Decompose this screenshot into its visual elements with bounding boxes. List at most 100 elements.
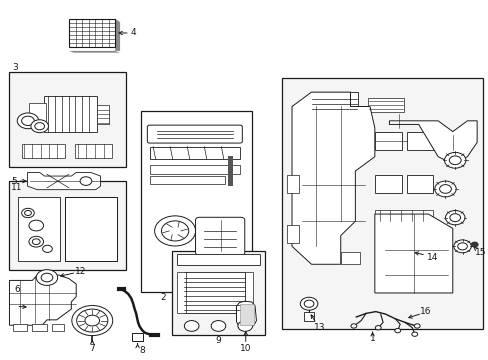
Polygon shape <box>69 51 120 53</box>
Text: 16: 16 <box>419 307 430 316</box>
Polygon shape <box>374 214 452 293</box>
Bar <box>149 165 240 174</box>
Bar <box>374 211 432 221</box>
Circle shape <box>161 221 188 241</box>
Circle shape <box>32 239 40 244</box>
Text: 8: 8 <box>139 346 144 355</box>
Bar <box>227 156 232 186</box>
Circle shape <box>470 242 477 247</box>
Circle shape <box>238 320 252 331</box>
Circle shape <box>41 273 53 282</box>
Polygon shape <box>115 19 120 51</box>
Circle shape <box>85 315 100 326</box>
Circle shape <box>35 123 44 130</box>
Text: 7: 7 <box>89 344 95 353</box>
Circle shape <box>453 240 470 253</box>
Circle shape <box>72 306 113 336</box>
Circle shape <box>449 214 460 222</box>
Circle shape <box>375 325 380 330</box>
Bar <box>75 144 112 158</box>
Circle shape <box>31 120 48 133</box>
Text: 5: 5 <box>11 176 17 185</box>
Bar <box>367 98 403 112</box>
Circle shape <box>444 152 465 168</box>
Bar <box>311 92 357 112</box>
Circle shape <box>445 211 464 225</box>
Bar <box>132 333 142 341</box>
Circle shape <box>24 211 31 216</box>
Circle shape <box>77 309 108 332</box>
Bar <box>97 105 109 125</box>
Bar <box>282 78 482 329</box>
Bar <box>32 324 47 331</box>
Circle shape <box>457 243 467 250</box>
Bar <box>304 312 313 320</box>
Text: 15: 15 <box>474 248 486 257</box>
Bar <box>9 181 126 270</box>
Polygon shape <box>388 121 476 164</box>
Text: 4: 4 <box>131 28 136 37</box>
Polygon shape <box>74 22 120 51</box>
Bar <box>149 147 240 159</box>
Circle shape <box>411 332 417 336</box>
Bar <box>406 175 432 193</box>
Bar <box>13 324 27 331</box>
Text: 3: 3 <box>12 63 18 72</box>
Circle shape <box>29 220 43 231</box>
Circle shape <box>394 328 400 333</box>
Circle shape <box>80 177 92 185</box>
Circle shape <box>439 185 450 193</box>
Bar <box>240 304 253 325</box>
Bar <box>141 111 251 292</box>
Text: 6: 6 <box>14 285 20 294</box>
Bar <box>245 272 252 314</box>
FancyBboxPatch shape <box>147 125 242 143</box>
Bar <box>286 175 299 193</box>
Circle shape <box>21 208 34 218</box>
Text: 14: 14 <box>426 253 437 262</box>
Circle shape <box>211 320 225 331</box>
Bar <box>21 144 65 158</box>
Bar <box>43 96 97 132</box>
Circle shape <box>29 236 43 247</box>
Bar <box>340 252 360 264</box>
Polygon shape <box>236 301 256 328</box>
FancyBboxPatch shape <box>195 217 244 255</box>
Text: 11: 11 <box>11 183 22 192</box>
Bar <box>52 324 64 331</box>
Circle shape <box>184 320 199 331</box>
Bar <box>374 132 401 149</box>
Bar <box>184 272 245 314</box>
Text: 12: 12 <box>75 267 86 276</box>
Bar <box>177 254 259 265</box>
Bar <box>18 197 60 261</box>
Text: 10: 10 <box>240 344 251 353</box>
Circle shape <box>42 245 52 252</box>
Circle shape <box>350 324 356 328</box>
Bar <box>286 225 299 243</box>
Bar <box>149 176 225 184</box>
Polygon shape <box>291 92 374 264</box>
Bar <box>374 175 401 193</box>
Bar <box>69 19 115 47</box>
Text: 9: 9 <box>215 336 221 345</box>
Polygon shape <box>9 275 76 325</box>
Circle shape <box>413 324 419 328</box>
Text: 13: 13 <box>313 323 325 332</box>
Circle shape <box>300 297 317 310</box>
Bar <box>65 197 117 261</box>
Bar <box>177 272 185 314</box>
Circle shape <box>17 113 39 129</box>
Bar <box>29 103 46 125</box>
Circle shape <box>36 270 58 285</box>
Bar <box>406 132 432 149</box>
Bar <box>172 251 264 335</box>
Bar <box>9 72 126 167</box>
Circle shape <box>154 216 195 246</box>
Text: 1: 1 <box>369 334 375 343</box>
Polygon shape <box>27 172 101 190</box>
Text: 2: 2 <box>160 293 165 302</box>
Circle shape <box>21 116 34 126</box>
Circle shape <box>304 300 313 307</box>
Circle shape <box>448 156 460 165</box>
